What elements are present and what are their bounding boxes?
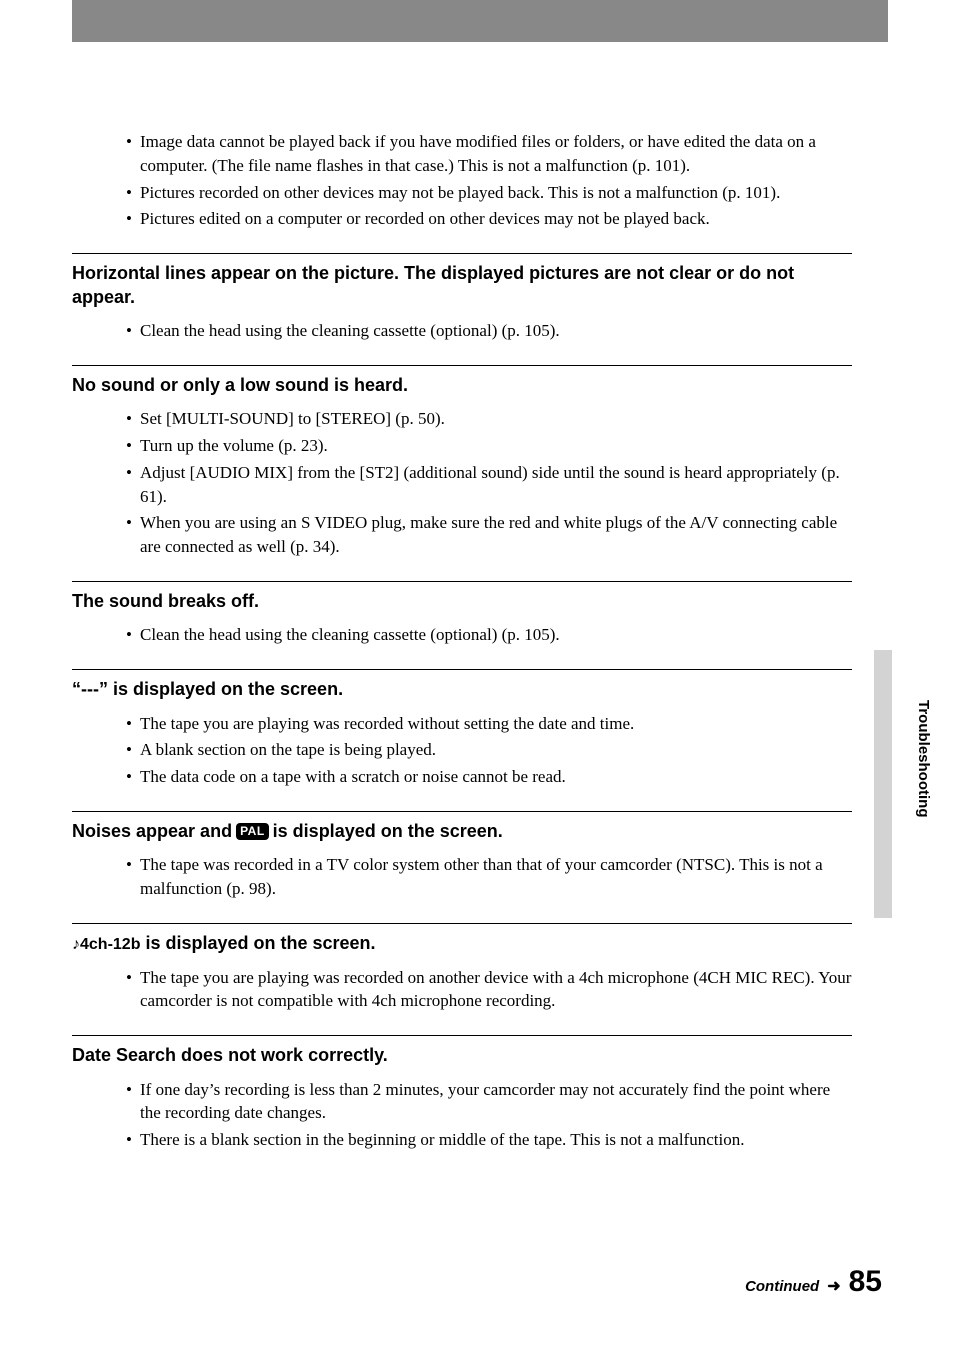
side-label: Troubleshooting [915,700,932,818]
bullet-item: Turn up the volume (p. 23). [126,434,852,458]
section-heading: No sound or only a low sound is heard. [72,374,852,397]
section: Horizontal lines appear on the picture. … [72,253,852,343]
bullet-item: There is a blank section in the beginnin… [126,1128,852,1152]
bullet-item: The data code on a tape with a scratch o… [126,765,852,789]
side-tab [874,650,892,918]
bullet-item: Clean the head using the cleaning casset… [126,319,852,343]
section: No sound or only a low sound is heard. S… [72,365,852,559]
divider [72,669,852,670]
section-heading: Noises appear and PAL is displayed on th… [72,820,852,843]
section-heading: Horizontal lines appear on the picture. … [72,262,852,309]
bullet-item: When you are using an S VIDEO plug, make… [126,511,852,559]
bullet-item: Set [MULTI-SOUND] to [STEREO] (p. 50). [126,407,852,431]
ch-prefix: ♪4ch-12b [72,936,140,953]
divider [72,923,852,924]
intro-bullet-list: Image data cannot be played back if you … [126,130,852,231]
section: The sound breaks off. Clean the head usi… [72,581,852,647]
section: Date Search does not work correctly. If … [72,1035,852,1152]
section-heading: The sound breaks off. [72,590,852,613]
divider [72,581,852,582]
bullet-item: Adjust [AUDIO MIX] from the [ST2] (addit… [126,461,852,509]
page-number: 85 [849,1265,882,1299]
continued-label: Continued [745,1278,819,1295]
divider [72,811,852,812]
bullet-item: If one day’s recording is less than 2 mi… [126,1078,852,1126]
arrow-icon: ➜ [827,1276,840,1296]
pal-icon: PAL [236,823,269,841]
bullet-item: Clean the head using the cleaning casset… [126,623,852,647]
bullet-item: Image data cannot be played back if you … [126,130,852,178]
page-footer: Continued ➜ 85 [745,1265,882,1299]
section-heading: ♪4ch-12b is displayed on the screen. [72,932,852,956]
section: Noises appear and PAL is displayed on th… [72,811,852,901]
heading-text-post: is displayed on the screen. [273,820,503,843]
bullet-item: The tape you are playing was recorded wi… [126,712,852,736]
section-heading: Date Search does not work correctly. [72,1044,852,1067]
bullet-item: Pictures recorded on other devices may n… [126,181,852,205]
divider [72,365,852,366]
bullet-item: The tape was recorded in a TV color syst… [126,853,852,901]
bullet-item: A blank section on the tape is being pla… [126,738,852,762]
section: ♪4ch-12b is displayed on the screen. The… [72,923,852,1013]
heading-text-post: is displayed on the screen. [140,933,375,953]
header-bar [72,0,888,42]
bullet-item: Pictures edited on a computer or recorde… [126,207,852,231]
bullet-item: The tape you are playing was recorded on… [126,966,852,1014]
page-content: Image data cannot be played back if you … [72,130,852,1155]
section-heading: “---” is displayed on the screen. [72,678,852,701]
divider [72,1035,852,1036]
divider [72,253,852,254]
heading-text-pre: Noises appear and [72,820,232,843]
section: “---” is displayed on the screen. The ta… [72,669,852,789]
